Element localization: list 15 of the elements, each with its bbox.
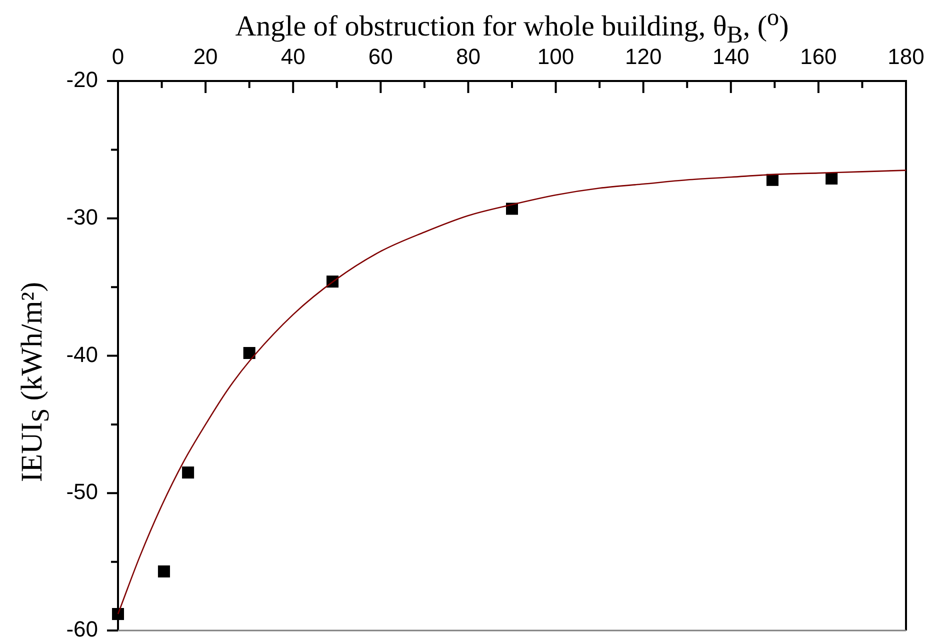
y-tick-label: -40 [66, 342, 98, 367]
point [158, 565, 170, 578]
x-tick-label: 20 [193, 44, 218, 69]
point [243, 346, 256, 360]
y-tick-label: -50 [66, 479, 98, 504]
point [766, 174, 778, 186]
point [182, 466, 194, 479]
x-tick-label: 0 [112, 44, 124, 69]
point [826, 172, 838, 185]
y-tick-label: -20 [66, 67, 98, 92]
x-tick-label: 180 [888, 44, 924, 69]
y-tick-label: -60 [66, 616, 98, 639]
point [112, 608, 124, 620]
y-tick-label: -30 [66, 204, 98, 230]
x-tick-label: 160 [800, 44, 837, 69]
